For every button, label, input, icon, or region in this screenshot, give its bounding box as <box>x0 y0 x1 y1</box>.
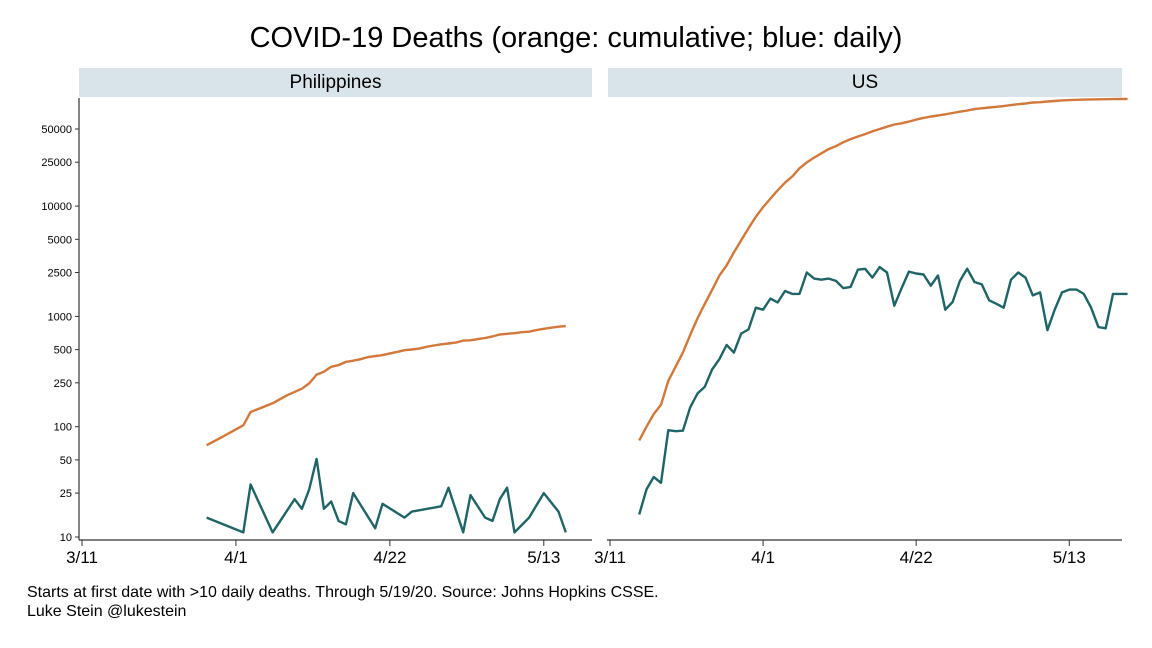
x-tick-label: 4/1 <box>751 548 775 567</box>
chart-title: COVID-19 Deaths (orange: cumulative; blu… <box>249 22 903 54</box>
y-tick-label: 500 <box>54 345 72 357</box>
us-cumulative-line <box>638 97 1128 442</box>
y-tick-label: 2500 <box>48 268 72 280</box>
x-tick-label: 3/11 <box>594 548 626 567</box>
y-tick-label: 100 <box>54 422 72 434</box>
x-tick-label: 4/1 <box>224 548 248 567</box>
axes: 10 25 50 100 250 500 1000 2500 5000 10000 25000 500… <box>41 98 1122 567</box>
x-tick-label: 4/22 <box>373 548 406 567</box>
author-credit: Luke Stein @lukestein <box>27 603 187 620</box>
series-lines <box>206 97 1128 534</box>
philippines-daily-line <box>206 457 567 534</box>
y-tick-label: 25000 <box>41 157 72 169</box>
us-daily-line <box>638 265 1128 515</box>
y-tick-label: 50000 <box>41 124 72 136</box>
panel-strip-us: US <box>608 68 1122 97</box>
y-tick-label: 50 <box>60 455 72 467</box>
y-tick-label: 250 <box>54 378 72 390</box>
x-tick-label: 5/13 <box>527 548 560 567</box>
y-tick-label: 1000 <box>48 311 72 323</box>
y-tick-label: 10000 <box>41 201 72 213</box>
y-tick-label: 25 <box>60 488 72 500</box>
x-tick-label: 5/13 <box>1053 548 1086 567</box>
x-tick-label: 3/11 <box>66 548 98 567</box>
y-tick-label: 10 <box>60 532 72 544</box>
philippines-cumulative-line <box>206 324 566 447</box>
x-tick-label: 4/22 <box>900 548 933 567</box>
panel-strip-philippines: Philippines <box>79 68 592 97</box>
source-note: Starts at first date with >10 daily deat… <box>27 584 659 601</box>
y-tick-label: 5000 <box>48 234 72 246</box>
